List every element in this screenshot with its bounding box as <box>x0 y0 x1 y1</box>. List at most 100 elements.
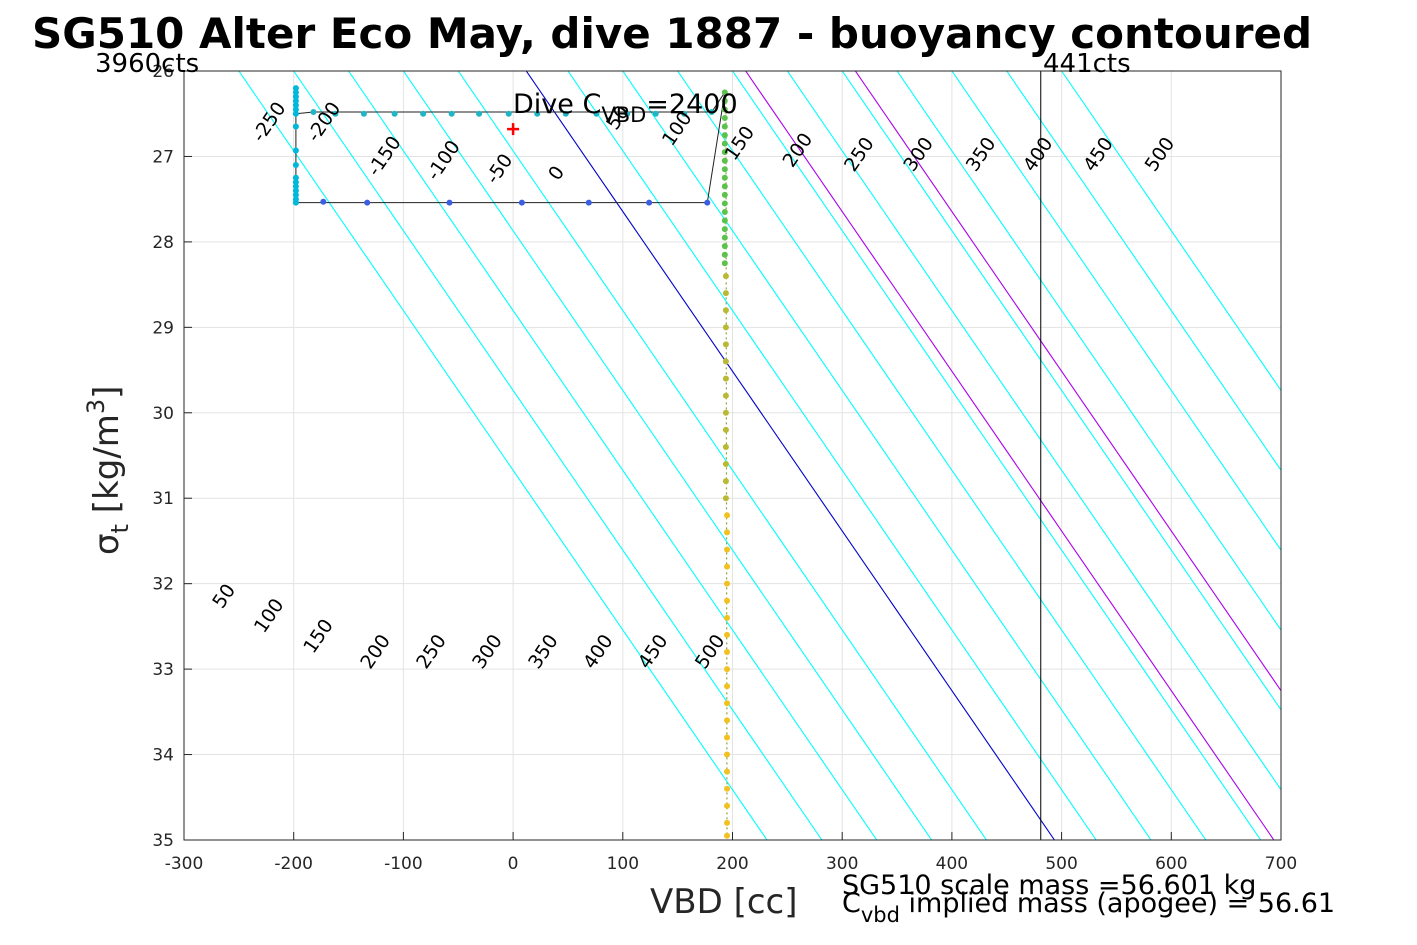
data-point <box>448 110 455 117</box>
data-point <box>292 191 299 198</box>
data-point <box>724 597 731 604</box>
contour-lines <box>238 71 1281 840</box>
data-point <box>724 785 731 792</box>
x-tick-label: 600 <box>1155 854 1187 874</box>
data-point <box>721 114 728 121</box>
contour-line <box>567 71 1097 840</box>
data-point <box>724 563 731 570</box>
data-point <box>721 200 728 207</box>
data-point <box>722 392 729 399</box>
data-point <box>724 631 731 638</box>
data-point <box>721 123 728 130</box>
implied-mass-sub: vbd <box>861 903 900 927</box>
data-point <box>722 290 729 297</box>
x-axis-label: VBD [cc] <box>650 882 798 922</box>
y-tick-label: 35 <box>152 831 174 851</box>
x-tick-label: -100 <box>384 854 423 874</box>
data-point <box>652 110 659 117</box>
implied-mass-post: implied mass (apogee) = 56.61 <box>900 888 1335 919</box>
dive-cvbd-label: Dive CVBD=2400 <box>513 89 738 127</box>
data-point <box>292 93 299 100</box>
contour-line <box>677 71 1207 840</box>
x-tick-label: -300 <box>165 854 204 874</box>
data-point <box>724 649 731 656</box>
data-point <box>476 110 483 117</box>
contour-line <box>1006 71 1281 472</box>
data-point <box>292 102 299 109</box>
chart-title: SG510 Alter Eco May, dive 1887 - buoyanc… <box>32 9 1312 58</box>
data-point <box>724 614 731 621</box>
data-point <box>721 251 728 258</box>
contour-line <box>238 71 768 840</box>
data-point <box>518 199 525 206</box>
data-point <box>721 208 728 215</box>
data-point <box>585 199 592 206</box>
contour-line <box>841 71 1281 711</box>
data-point <box>562 110 569 117</box>
y-tick-label: 28 <box>152 233 174 253</box>
data-point <box>721 132 728 139</box>
y-tick-label: 26 <box>152 62 174 82</box>
data-point <box>722 358 729 365</box>
data-point <box>292 89 299 96</box>
data-point <box>320 198 327 205</box>
data-point <box>505 110 512 117</box>
data-point <box>724 751 731 758</box>
contour-line-magenta <box>854 71 1281 692</box>
y-label-close: ] <box>87 386 127 399</box>
data-point <box>681 110 688 117</box>
data-point <box>364 199 371 206</box>
data-point <box>722 375 729 382</box>
y-label-text: [kg/m <box>87 414 127 524</box>
data-point <box>721 183 728 190</box>
data-point <box>721 226 728 233</box>
data-point <box>360 110 367 117</box>
data-point <box>721 234 728 241</box>
x-tick-label: 200 <box>716 854 748 874</box>
y-tick-label: 30 <box>152 404 174 424</box>
data-point <box>721 149 728 156</box>
y-tick-label: 33 <box>152 660 174 680</box>
data-point <box>534 110 541 117</box>
y-tick-label: 34 <box>152 746 174 766</box>
contour-line <box>293 71 823 840</box>
data-point <box>292 110 299 117</box>
data-point <box>292 123 299 130</box>
data-point <box>593 110 600 117</box>
svg-text:σt [kg/m3]: σt [kg/m3] <box>82 386 134 555</box>
data-point <box>724 529 731 536</box>
data-point <box>722 409 729 416</box>
data-point <box>724 546 731 553</box>
x-tick-label: 400 <box>936 854 968 874</box>
y-label-sub: t <box>106 524 134 533</box>
data-point <box>721 217 728 224</box>
y-tick-label: 27 <box>152 147 174 167</box>
data-point <box>721 97 728 104</box>
data-point <box>646 199 653 206</box>
data-point <box>292 179 299 186</box>
y-tick-label: 29 <box>152 318 174 338</box>
data-point <box>721 140 728 147</box>
x-tick-label: 700 <box>1265 854 1297 874</box>
data-point <box>724 717 731 724</box>
x-tick-label: 500 <box>1045 854 1077 874</box>
data-points <box>292 85 731 839</box>
y-tick-label: 32 <box>152 575 174 595</box>
data-point <box>722 341 729 348</box>
implied-mass-pre: C <box>842 888 861 919</box>
data-point <box>292 97 299 104</box>
data-point <box>722 324 729 331</box>
data-point <box>292 147 299 154</box>
x-tick-label: 100 <box>607 854 639 874</box>
contour-line <box>622 71 1152 840</box>
data-point <box>721 106 728 113</box>
data-point <box>724 819 731 826</box>
axis-ticks: -300 -200 -100 0 100 200 300 400 500 600 700 26 27 28… <box>152 62 1297 874</box>
data-point <box>292 85 299 92</box>
data-point <box>721 243 728 250</box>
y-label-base: σ <box>87 533 127 555</box>
data-point <box>420 110 427 117</box>
contour-line <box>457 71 987 840</box>
x-tick-label: -200 <box>274 854 313 874</box>
